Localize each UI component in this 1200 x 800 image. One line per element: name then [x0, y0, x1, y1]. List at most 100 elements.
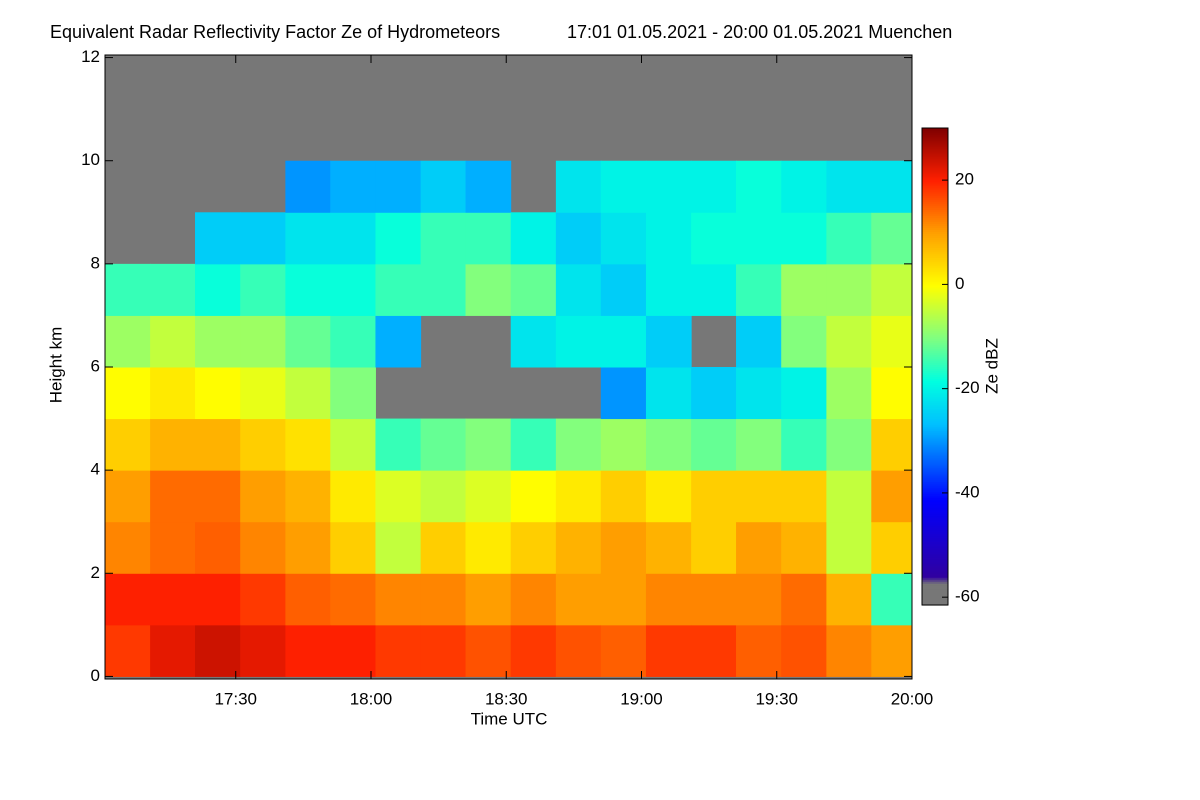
colorbar-slice: [922, 543, 948, 546]
heatmap-cell: [600, 367, 647, 420]
colorbar-slice: [922, 455, 948, 459]
colorbar-tick-label: 20: [955, 170, 974, 189]
colorbar-slice: [922, 587, 948, 590]
heatmap-cell: [600, 573, 647, 626]
heatmap-cell: [240, 521, 286, 574]
colorbar-slice: [922, 354, 948, 358]
colorbar-slice: [922, 521, 948, 525]
colorbar-slice: [922, 404, 948, 407]
colorbar-slice: [922, 344, 948, 348]
colorbar-slice: [922, 215, 948, 219]
colorbar-slice: [922, 135, 948, 139]
y-tick-label: 8: [91, 253, 100, 272]
colorbar-slice: [922, 283, 948, 286]
colorbar-slice: [922, 461, 948, 465]
heatmap-cell: [240, 470, 286, 523]
colorbar-slice: [922, 273, 948, 276]
heatmap-cell: [375, 212, 422, 265]
heatmap-cell: [645, 418, 692, 471]
colorbar-slice: [922, 251, 948, 254]
chart-title: Equivalent Radar Reflectivity Factor Ze …: [50, 22, 500, 42]
colorbar-slice: [922, 328, 948, 332]
colorbar-slice: [922, 436, 948, 439]
colorbar-slice: [922, 334, 948, 338]
heatmap-cell: [691, 470, 737, 523]
colorbar-slice: [922, 477, 948, 481]
colorbar-slice: [922, 171, 948, 175]
heatmap-cell: [375, 624, 422, 677]
heatmap-cell: [645, 624, 692, 677]
colorbar-slice: [922, 453, 948, 457]
colorbar-slice: [922, 501, 948, 505]
colorbar-slice: [922, 557, 948, 560]
colorbar-slice: [922, 511, 948, 515]
colorbar-slice: [922, 527, 948, 531]
colorbar-slice: [922, 523, 948, 527]
heatmap-cell: [600, 418, 647, 471]
colorbar-slice: [922, 157, 948, 161]
colorbar-slice: [922, 535, 948, 539]
colorbar-slice: [922, 449, 948, 453]
heatmap: [105, 160, 912, 677]
colorbar-slice: [922, 352, 948, 356]
heatmap-cell: [150, 521, 196, 574]
heatmap-cell: [691, 160, 737, 213]
heatmap-cell: [375, 263, 422, 316]
colorbar-slice: [922, 416, 948, 419]
colorbar-slice: [922, 563, 948, 566]
colorbar-slice: [922, 253, 948, 256]
chart-subtitle: 17:01 01.05.2021 - 20:00 01.05.2021 Muen…: [567, 22, 952, 42]
colorbar-slice: [922, 467, 948, 471]
y-axis-label: Height km: [46, 327, 65, 404]
heatmap-cell: [736, 418, 782, 471]
colorbar-slice: [922, 573, 948, 576]
colorbar-slice: [922, 420, 948, 423]
heatmap-cell: [465, 263, 512, 316]
colorbar-slice: [922, 469, 948, 473]
colorbar-slice: [922, 356, 948, 360]
heatmap-cell: [736, 315, 782, 368]
colorbar-slice: [922, 292, 948, 296]
heatmap-cell: [826, 367, 873, 420]
colorbar-slice: [922, 430, 948, 433]
colorbar-slice: [922, 263, 948, 266]
colorbar-slice: [922, 368, 948, 372]
heatmap-cell: [871, 160, 912, 213]
heatmap-cell: [105, 263, 151, 316]
colorbar-slice: [922, 187, 948, 191]
heatmap-cell: [781, 367, 827, 420]
colorbar-slice: [922, 223, 948, 226]
colorbar-slice: [922, 269, 948, 272]
colorbar-slice: [922, 364, 948, 368]
colorbar-slice: [922, 424, 948, 427]
colorbar-slice: [922, 438, 948, 441]
heatmap-cell: [600, 315, 647, 368]
heatmap-cell: [465, 470, 512, 523]
heatmap-cell: [105, 418, 151, 471]
colorbar-slice: [922, 296, 948, 300]
colorbar-slice: [922, 567, 948, 570]
heatmap-cell: [645, 573, 692, 626]
colorbar-slice: [922, 346, 948, 350]
colorbar-slice: [922, 308, 948, 312]
colorbar-slice: [922, 189, 948, 193]
colorbar-slice: [922, 279, 948, 282]
heatmap-cell: [781, 521, 827, 574]
heatmap-cell: [330, 521, 376, 574]
colorbar-slice: [922, 601, 948, 604]
colorbar-slice: [922, 406, 948, 409]
colorbar-slice: [922, 213, 948, 217]
colorbar-slice: [922, 519, 948, 523]
colorbar-slice: [922, 479, 948, 483]
colorbar-slice: [922, 163, 948, 167]
heatmap-cell: [195, 521, 241, 574]
heatmap-cell: [150, 624, 196, 677]
colorbar-slice: [922, 376, 948, 380]
heatmap-cell: [871, 624, 912, 677]
colorbar-slice: [922, 398, 948, 401]
colorbar-slice: [922, 384, 948, 387]
colorbar-slice: [922, 131, 948, 135]
heatmap-cell: [330, 367, 376, 420]
colorbar-slice: [922, 312, 948, 316]
colorbar-slice: [922, 294, 948, 298]
